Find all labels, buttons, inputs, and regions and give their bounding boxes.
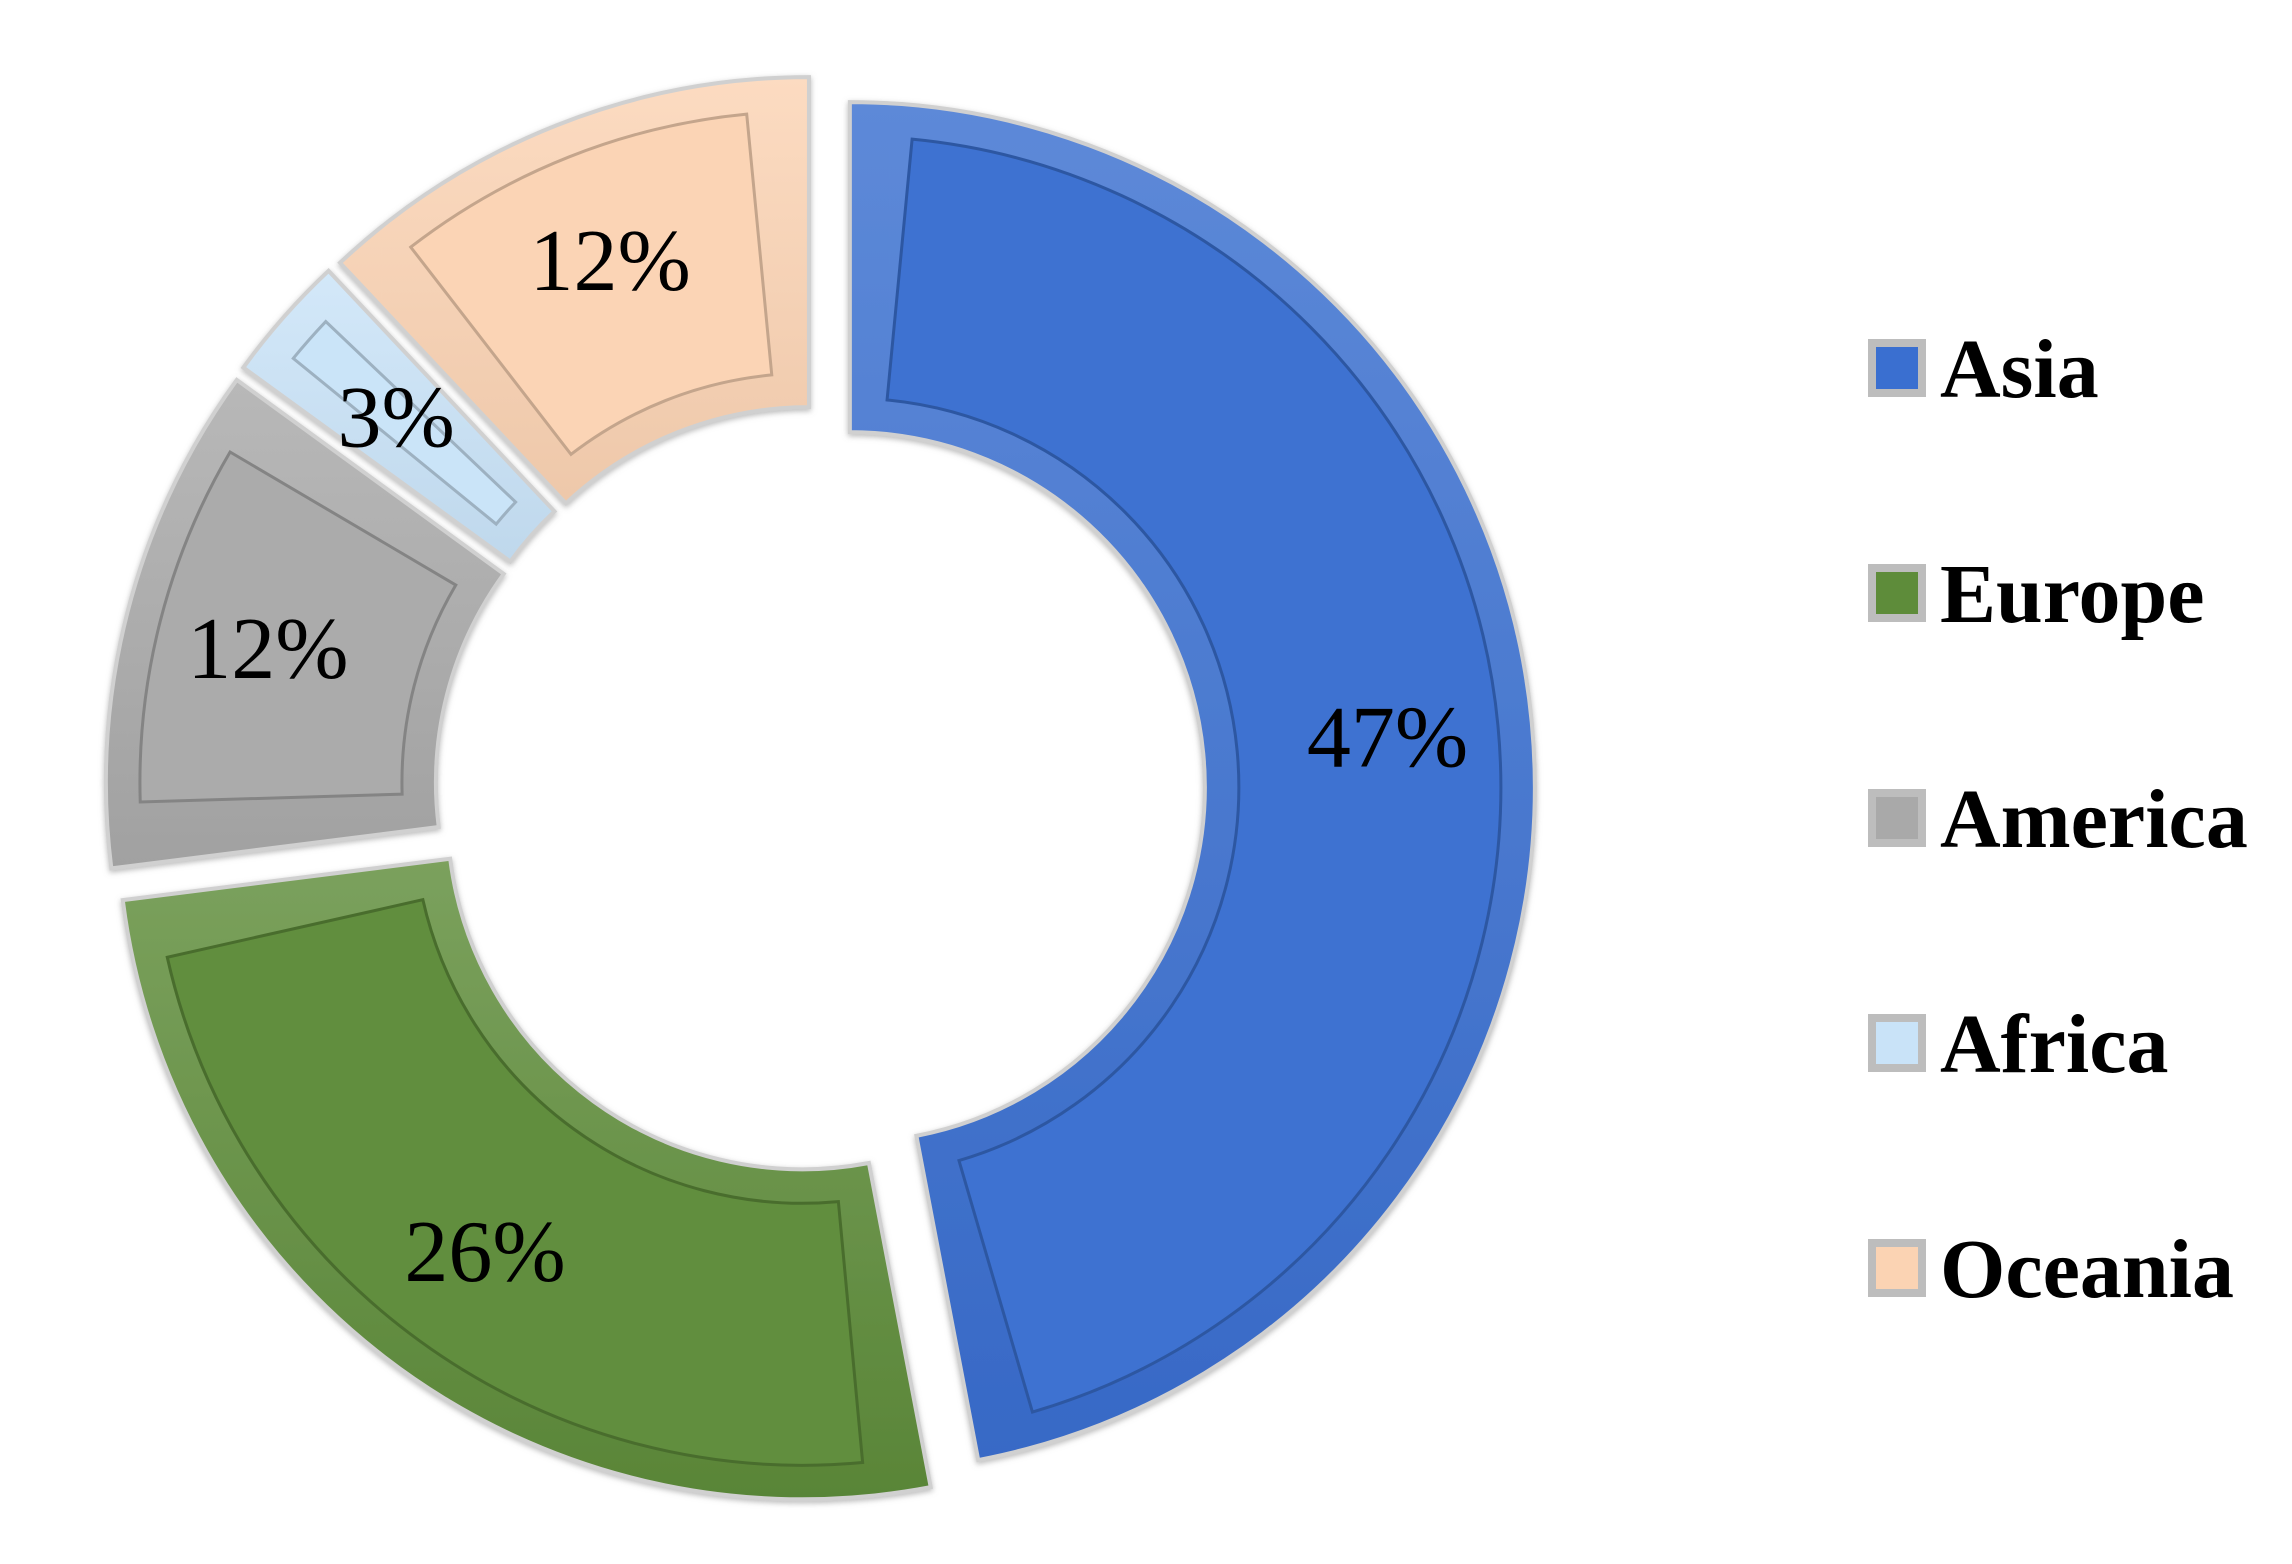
slice-america: [103, 377, 507, 871]
legend-swatch-europe: [1876, 572, 1918, 614]
legend-swatch-oceania: [1876, 1247, 1918, 1289]
slice-europe: [120, 856, 934, 1502]
legend-item-asia: Asia: [1868, 323, 2099, 416]
data-labels-layer: 47% 26% 12% 3% 12%: [187, 213, 1468, 1301]
slice-oceania: [337, 75, 811, 507]
legend: Asia Europe America Africa Oceania: [1868, 323, 2248, 1316]
legend-swatch-asia: [1876, 347, 1918, 389]
slice-africa: [240, 267, 558, 565]
legend-label-europe: Europe: [1940, 548, 2205, 641]
data-label-america: 12%: [187, 601, 348, 698]
data-label-europe: 26%: [404, 1204, 565, 1301]
slice-africa-face: [291, 319, 518, 527]
slices-layer: [103, 75, 1537, 1502]
legend-label-america: America: [1940, 773, 2248, 866]
slice-asia-face: [885, 137, 1503, 1414]
legend-swatch-america: [1876, 797, 1918, 839]
legend-swatch-africa: [1876, 1022, 1918, 1064]
legend-item-america: America: [1868, 773, 2248, 866]
data-label-africa: 3%: [338, 369, 455, 466]
legend-label-africa: Africa: [1940, 998, 2169, 1091]
legend-label-asia: Asia: [1940, 323, 2099, 416]
legend-label-oceania: Oceania: [1940, 1223, 2234, 1316]
data-label-asia: 47%: [1307, 689, 1468, 786]
legend-item-europe: Europe: [1868, 548, 2205, 641]
slice-oceania-face: [408, 112, 774, 457]
legend-item-oceania: Oceania: [1868, 1223, 2234, 1316]
legend-item-africa: Africa: [1868, 998, 2169, 1091]
data-label-oceania: 12%: [530, 213, 691, 310]
slice-america-face: [138, 449, 458, 804]
slice-europe-face: [165, 897, 865, 1467]
slice-asia: [847, 100, 1537, 1463]
